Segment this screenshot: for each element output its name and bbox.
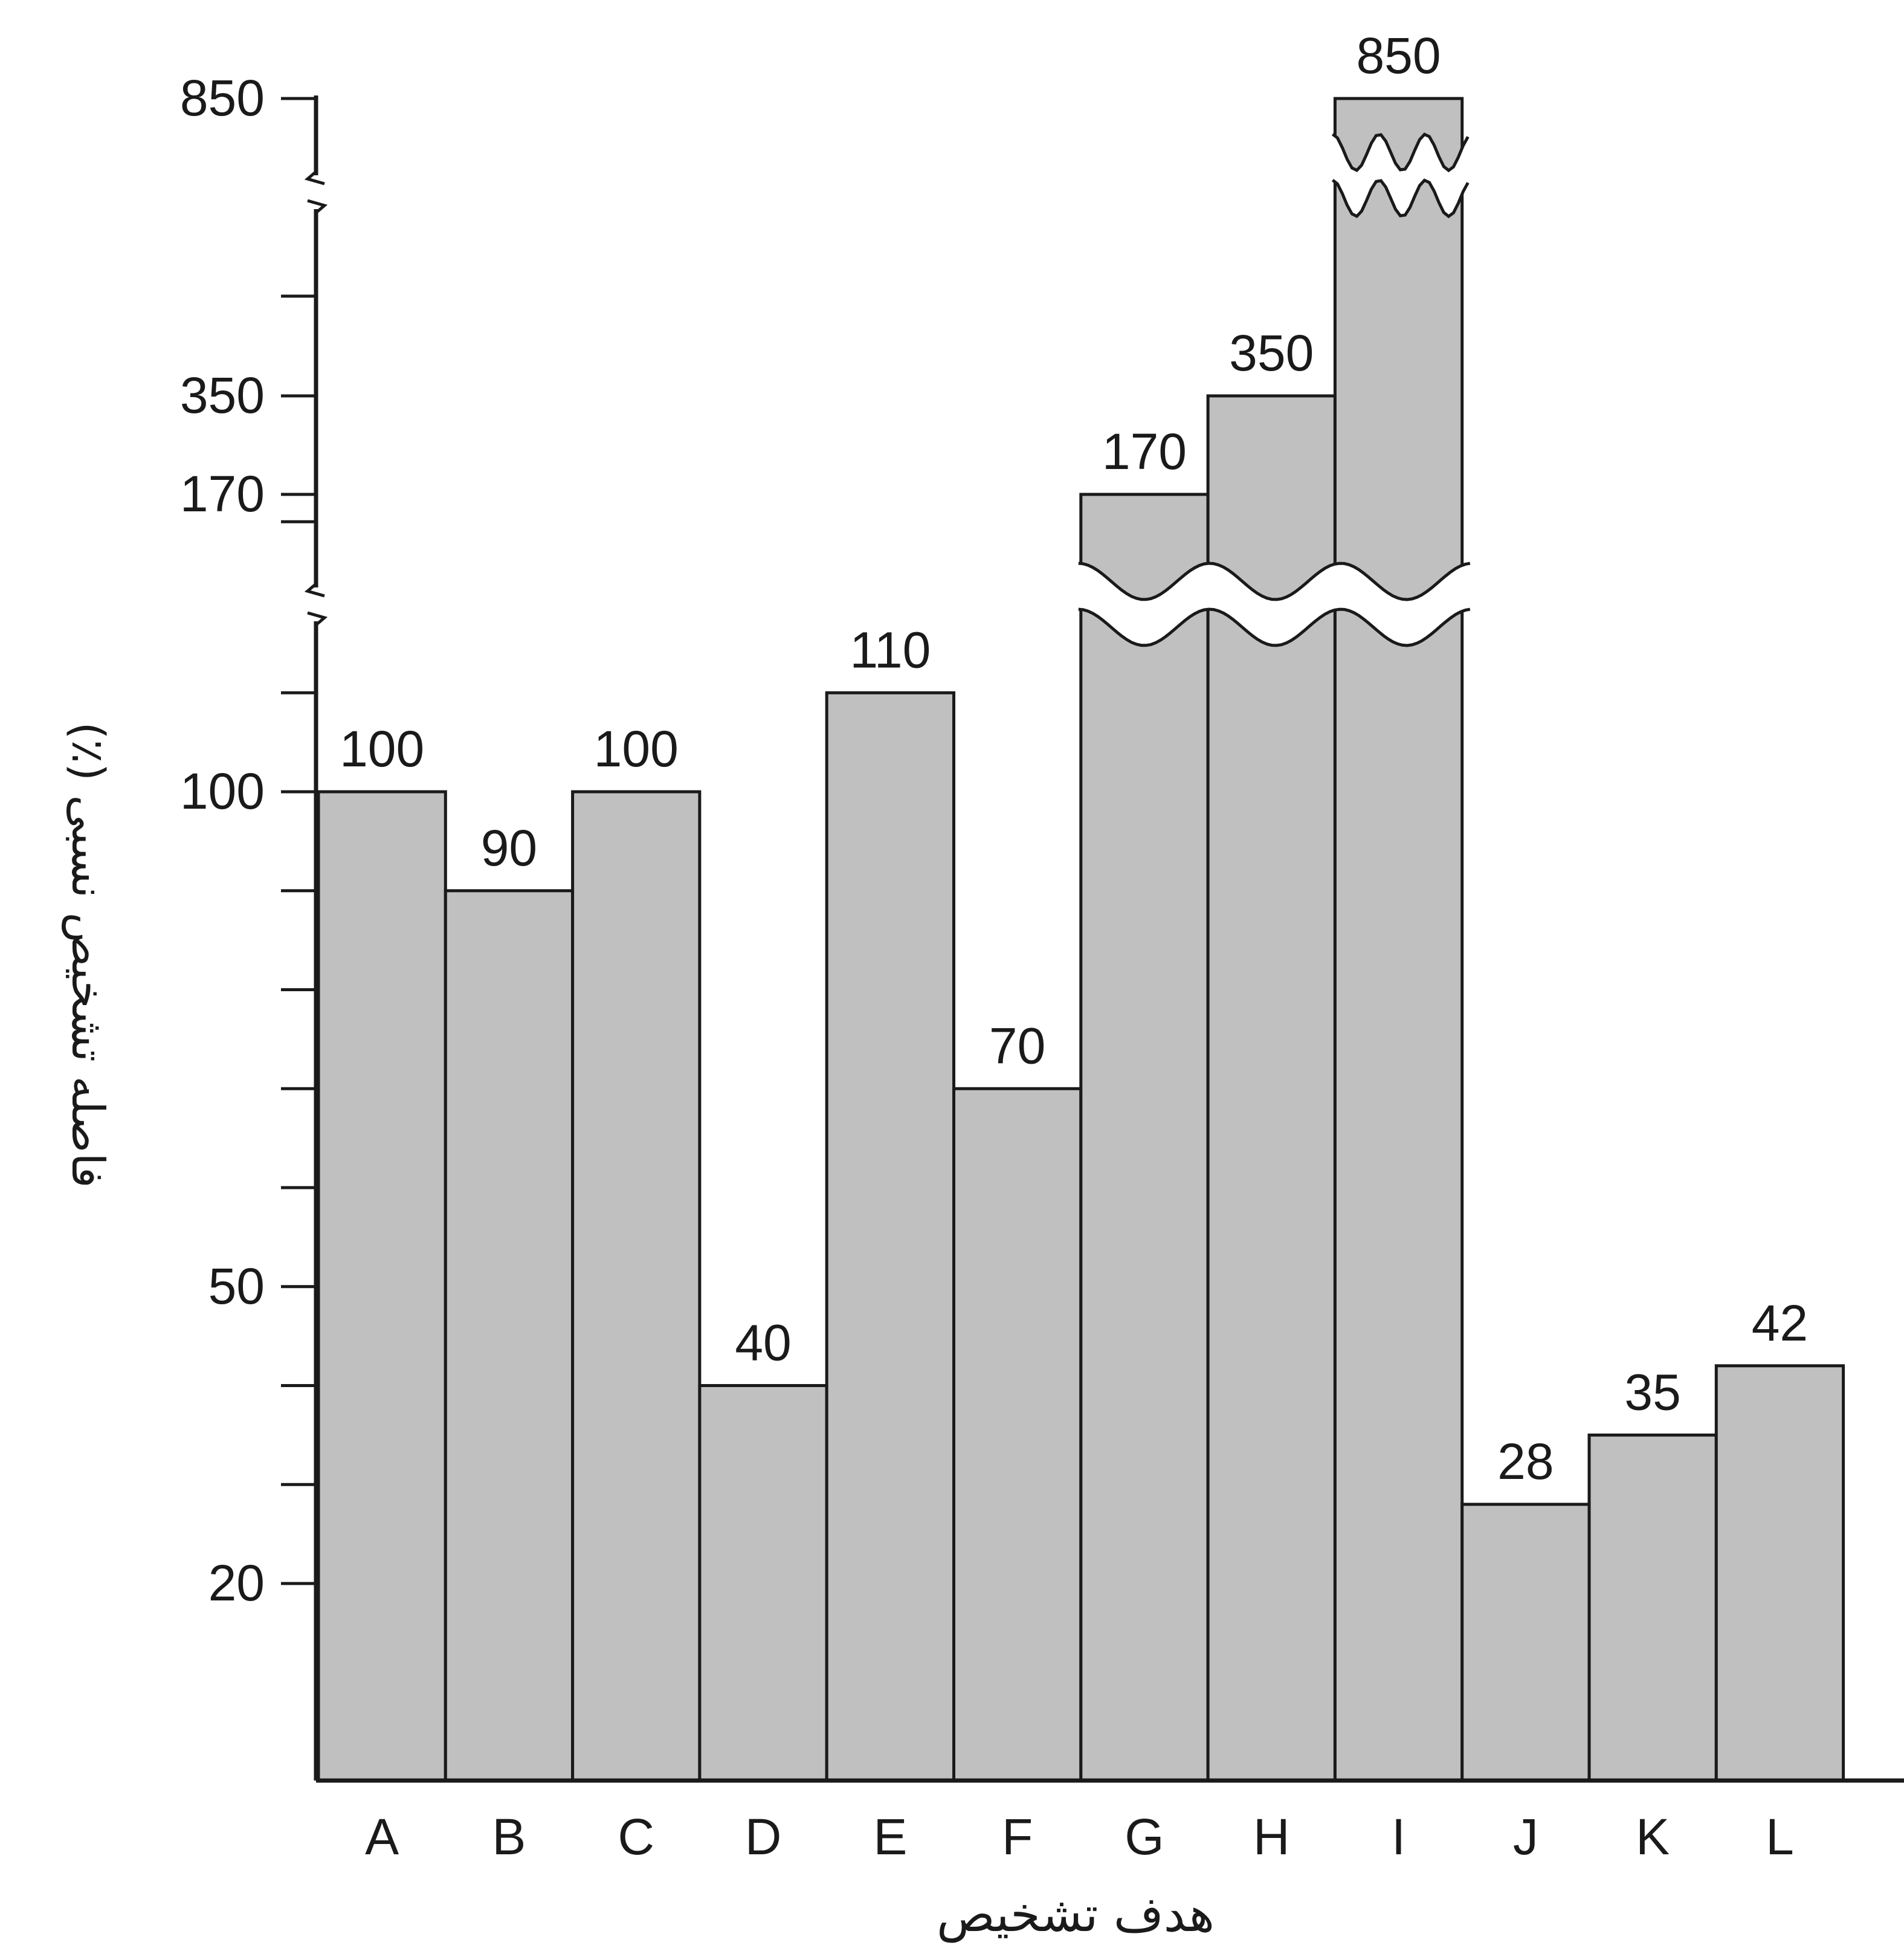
y-tick-label: 170 bbox=[180, 465, 265, 522]
axis-break-line bbox=[1331, 178, 1470, 219]
x-tick-label-J: J bbox=[1513, 1808, 1538, 1865]
bars-layer bbox=[317, 97, 1845, 1782]
x-tick-label-H: H bbox=[1253, 1808, 1290, 1865]
y-tick-label: 20 bbox=[208, 1554, 265, 1611]
data-label-E: 110 bbox=[850, 621, 931, 678]
x-axis-title: هدف تشخیص bbox=[937, 1886, 1215, 1943]
x-tick-label-L: L bbox=[1766, 1808, 1794, 1865]
x-tick-label-E: E bbox=[873, 1808, 907, 1865]
x-tick-label-K: K bbox=[1636, 1808, 1670, 1865]
y-tick-label: 850 bbox=[180, 70, 265, 126]
bar-E bbox=[825, 691, 955, 1782]
bar-J bbox=[1460, 1503, 1591, 1782]
x-tick-label-C: C bbox=[618, 1808, 654, 1865]
axes-layer bbox=[281, 95, 1904, 1783]
y-tick-label: 100 bbox=[180, 763, 265, 820]
y-tick-label: 50 bbox=[208, 1258, 265, 1315]
x-tick-label-B: B bbox=[492, 1808, 526, 1865]
data-label-G: 170 bbox=[1102, 423, 1187, 480]
data-label-J: 28 bbox=[1497, 1433, 1554, 1490]
axis-break-line bbox=[1331, 132, 1470, 173]
x-tick-label-A: A bbox=[365, 1808, 399, 1865]
bar-G bbox=[1079, 493, 1210, 1782]
data-label-A: 100 bbox=[340, 720, 424, 777]
y-tick-label: 350 bbox=[180, 367, 265, 424]
bar-B bbox=[444, 889, 575, 1782]
axis-break-lower-mark bbox=[307, 611, 328, 626]
bar-A bbox=[317, 790, 447, 1782]
x-tick-label-D: D bbox=[745, 1808, 782, 1865]
x-tick-label-I: I bbox=[1392, 1808, 1405, 1865]
data-label-H: 350 bbox=[1229, 325, 1314, 381]
x-tick-label-G: G bbox=[1125, 1808, 1164, 1865]
x-tick-label-F: F bbox=[1002, 1808, 1033, 1865]
data-label-C: 100 bbox=[594, 720, 679, 777]
axis-break-upper-mark bbox=[304, 170, 325, 186]
labels-layer: 20 50 100 170 350 850 A 100 B 90 C 100 D 40 E 110 F 70 G 17… bbox=[180, 27, 1808, 1865]
data-label-D: 40 bbox=[735, 1315, 791, 1371]
bar-K bbox=[1587, 1433, 1718, 1782]
bar-F bbox=[952, 1087, 1083, 1782]
bar-I bbox=[1333, 97, 1464, 1782]
y-axis-title: فاصله تشخیص نسبی (٪) bbox=[62, 722, 114, 1188]
data-label-L: 42 bbox=[1752, 1295, 1808, 1351]
axis-break-line bbox=[1078, 607, 1471, 647]
axis-break-lower-mark bbox=[304, 583, 325, 598]
axis-break-band bbox=[1078, 563, 1472, 645]
bar-C bbox=[571, 790, 702, 1782]
data-label-B: 90 bbox=[481, 820, 537, 876]
axis-break-upper-mark bbox=[307, 199, 328, 214]
data-label-F: 70 bbox=[989, 1017, 1045, 1074]
bar-D bbox=[698, 1384, 828, 1782]
data-label-I: 850 bbox=[1356, 27, 1441, 84]
data-label-K: 35 bbox=[1624, 1364, 1680, 1420]
bar-L bbox=[1714, 1364, 1845, 1782]
axis-break-line bbox=[1078, 561, 1471, 601]
